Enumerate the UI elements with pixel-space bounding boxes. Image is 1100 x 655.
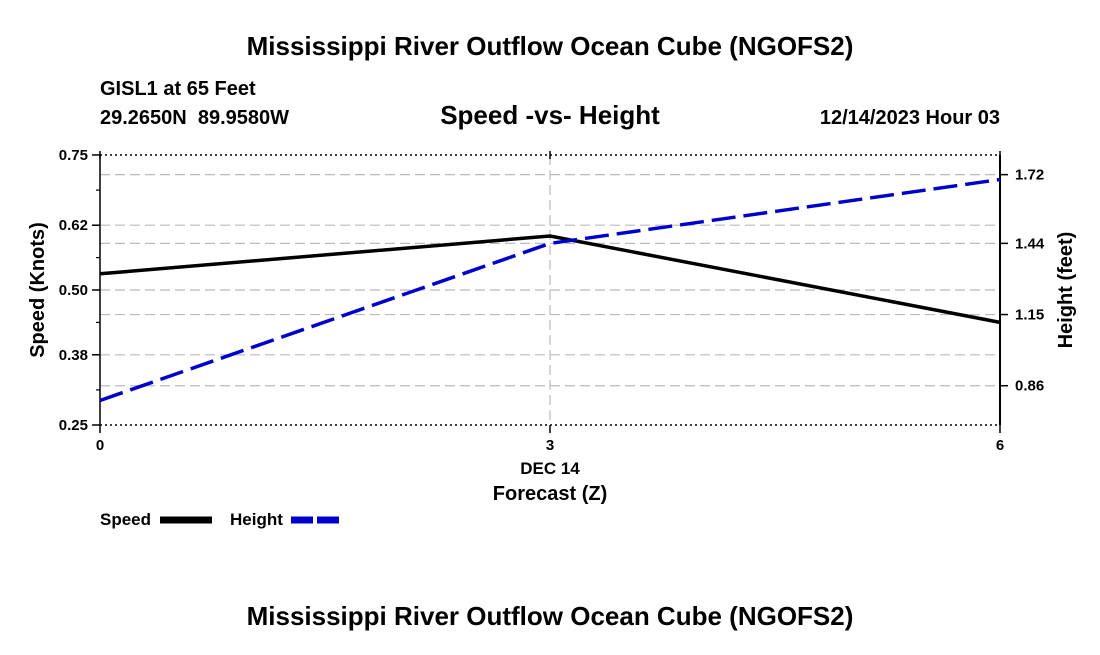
y-axis-right-title: Height (feet) [1055, 232, 1077, 349]
x-tick-label: 0 [96, 437, 104, 454]
legend: Speed Height [100, 510, 343, 529]
y-tick-label-left: 0.38 [59, 347, 88, 364]
y-axis-left-title: Speed (Knots) [27, 222, 49, 358]
datetime-label: 12/14/2023 Hour 03 [820, 107, 1000, 129]
y-tick-label-right: 1.15 [1015, 307, 1044, 324]
series-line-height [99, 177, 1001, 403]
footer-title: Mississippi River Outflow Ocean Cube (NG… [247, 601, 854, 631]
grid-lines [100, 155, 1000, 425]
y-tick-label-left: 0.25 [59, 417, 88, 434]
station-label: GISL1 at 65 Feet [100, 78, 256, 100]
x-tick-label: 3 [546, 437, 554, 454]
y-tick-label-left: 0.75 [59, 147, 88, 164]
legend-label-height: Height [230, 510, 283, 529]
x-tick-label: 6 [996, 437, 1004, 454]
series-line-speed [99, 234, 1001, 325]
x-axis-title: Forecast (Z) [493, 483, 607, 505]
y-tick-label-right: 1.72 [1015, 167, 1044, 184]
y-tick-label-right: 1.44 [1015, 235, 1045, 252]
x-date-label: DEC 14 [520, 459, 580, 478]
series-lines [99, 177, 1001, 403]
main-title: Mississippi River Outflow Ocean Cube (NG… [247, 31, 854, 61]
y-tick-label-right: 0.86 [1015, 378, 1044, 395]
legend-label-speed: Speed [100, 510, 151, 529]
chart-subtitle: Speed -vs- Height [440, 100, 660, 130]
coordinates-label: 29.2650N 89.9580W [100, 107, 289, 129]
y-tick-label-left: 0.62 [59, 217, 88, 234]
y-tick-label-left: 0.50 [59, 282, 88, 299]
axis-ticks: 0.25 0.38 0.50 0.62 0.75 0.86 1.15 1.44 1.72 0 3 6 [59, 147, 1045, 454]
